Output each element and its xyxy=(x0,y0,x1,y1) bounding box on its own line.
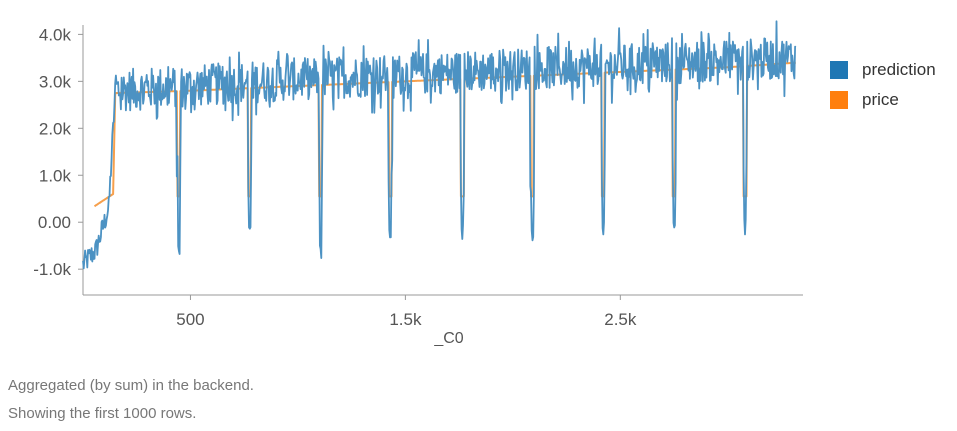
y-tick-label: -1.0k xyxy=(33,260,71,279)
legend-item-price[interactable]: price xyxy=(830,85,936,115)
row-limit-note: Showing the first 1000 rows. xyxy=(8,405,197,422)
y-tick-label: 3.0k xyxy=(39,72,72,91)
series-line-prediction xyxy=(82,20,797,270)
x-axis-title: _C0 xyxy=(433,330,463,347)
series-layer xyxy=(82,20,797,270)
legend-label-price: price xyxy=(862,90,899,109)
legend: prediction price xyxy=(830,55,936,115)
aggregation-note: Aggregated (by sum) in the backend. xyxy=(8,377,254,394)
footer-notes: Aggregated (by sum) in the backend. Show… xyxy=(8,372,254,428)
y-tick-label: 4.0k xyxy=(39,25,72,44)
legend-swatch-price xyxy=(830,91,848,109)
x-tick-label: 1.5k xyxy=(389,310,422,329)
legend-label-prediction: prediction xyxy=(862,60,936,79)
y-tick-label: 0.00 xyxy=(38,213,71,232)
legend-swatch-prediction xyxy=(830,61,848,79)
y-axis: -1.0k 0.00 1.0k 2.0k 3.0k 4.0k xyxy=(33,25,84,295)
y-tick-label: 1.0k xyxy=(39,166,72,185)
legend-item-prediction[interactable]: prediction xyxy=(830,55,936,85)
x-tick-label: 2.5k xyxy=(604,310,637,329)
x-tick-label: 500 xyxy=(176,310,204,329)
y-tick-label: 2.0k xyxy=(39,119,72,138)
x-axis: 500 1.5k 2.5k xyxy=(83,294,803,329)
